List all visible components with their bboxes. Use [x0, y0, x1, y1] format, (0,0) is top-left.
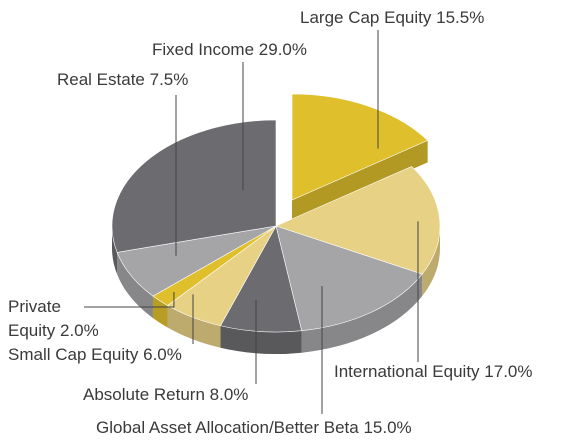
value-label: 7.5%: [149, 70, 189, 89]
category-name: Global Asset Allocation/Better Beta: [96, 418, 359, 437]
slice-label: Private Equity 2.0%: [8, 295, 108, 343]
leader-line: [84, 291, 175, 308]
slice-label: Fixed Income 29.0%: [152, 38, 372, 62]
slice-label: Large Cap Equity 15.5%: [300, 6, 560, 30]
category-name: Small Cap Equity: [8, 345, 139, 364]
slice-label: Global Asset Allocation/Better Beta 15.0…: [96, 416, 576, 440]
slice-side: [112, 226, 118, 275]
slice-side: [117, 252, 153, 319]
slice-label: Real Estate 7.5%: [57, 68, 257, 92]
slice: [275, 225, 423, 332]
category-name: Real Estate: [57, 70, 145, 89]
category-name: Absolute Return: [83, 385, 205, 404]
value-label: 6.0%: [143, 345, 182, 364]
category-name: Private Equity: [8, 297, 61, 340]
slice-label: Absolute Return 8.0%: [83, 383, 323, 407]
slice-side: [167, 305, 221, 348]
value-label: 15.5%: [436, 8, 485, 27]
value-label: 29.0%: [258, 40, 307, 59]
category-name: Large Cap Equity: [300, 8, 432, 27]
slice-label: International Equity 17.0%: [334, 360, 579, 384]
slice: [111, 119, 277, 253]
category-name: International Equity: [334, 362, 480, 381]
value-label: 2.0%: [59, 321, 99, 340]
slice-side: [292, 140, 428, 222]
slice-side: [301, 274, 423, 353]
value-label: 17.0%: [484, 362, 533, 381]
value-label: 15.0%: [363, 418, 412, 437]
slice-side: [152, 296, 168, 328]
slice-side: [220, 325, 302, 354]
slice-label: Small Cap Equity 6.0%: [8, 343, 248, 367]
category-name: Fixed Income: [152, 40, 255, 59]
slice: [275, 166, 441, 275]
value-label: 8.0%: [209, 385, 249, 404]
slice: [291, 93, 429, 201]
